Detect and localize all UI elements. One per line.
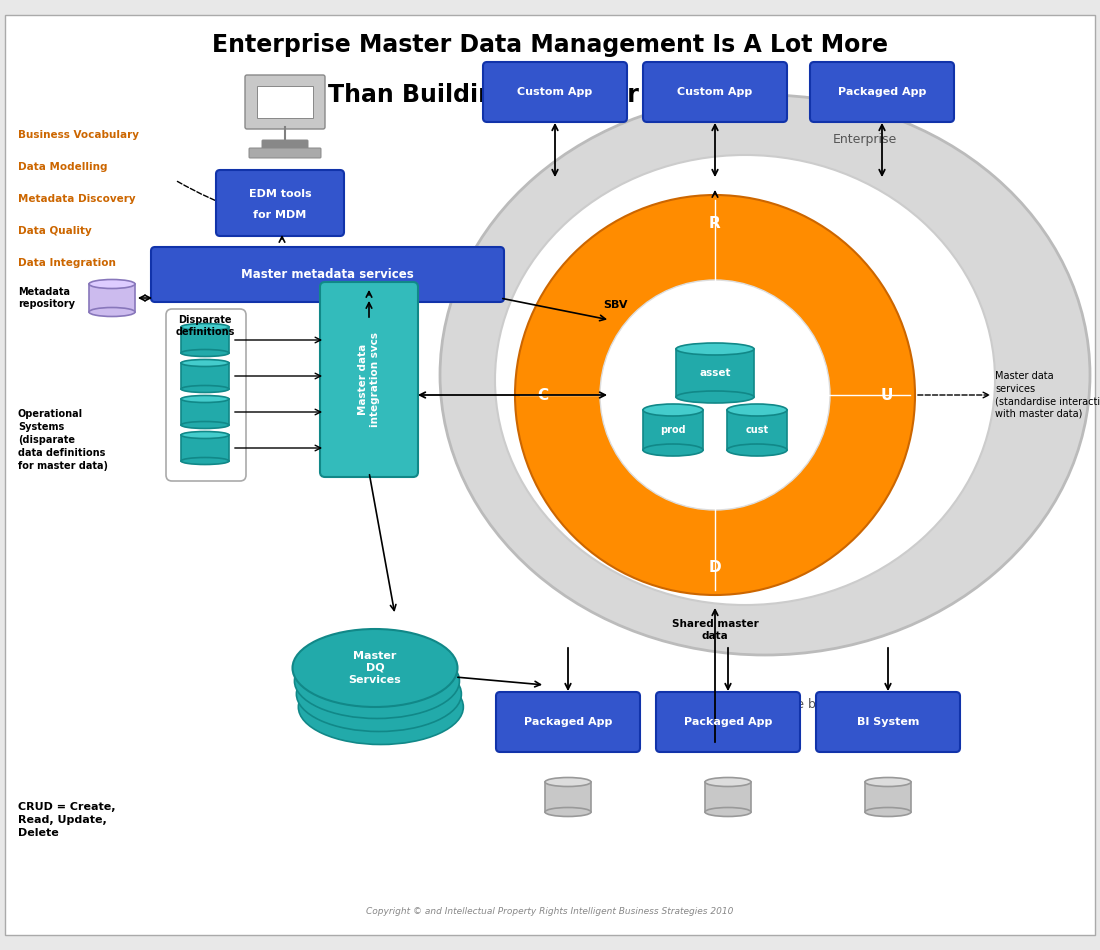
Text: R: R <box>710 216 720 231</box>
Text: Master data
services
(standardise interactions
with master data): Master data services (standardise intera… <box>996 371 1100 419</box>
Ellipse shape <box>295 643 460 718</box>
FancyBboxPatch shape <box>865 782 911 812</box>
Text: Custom App: Custom App <box>517 87 593 97</box>
FancyBboxPatch shape <box>483 62 627 122</box>
FancyBboxPatch shape <box>182 435 229 461</box>
Text: service bus: service bus <box>759 698 830 712</box>
FancyBboxPatch shape <box>496 692 640 752</box>
FancyBboxPatch shape <box>6 15 1094 935</box>
FancyBboxPatch shape <box>245 75 324 129</box>
FancyBboxPatch shape <box>182 327 229 353</box>
Ellipse shape <box>182 324 229 331</box>
Circle shape <box>600 280 830 510</box>
FancyBboxPatch shape <box>705 782 751 812</box>
Ellipse shape <box>293 629 458 707</box>
FancyBboxPatch shape <box>656 692 800 752</box>
Text: Than Building A Master Data Hub: Than Building A Master Data Hub <box>328 83 772 107</box>
Ellipse shape <box>865 777 911 787</box>
Text: cust: cust <box>746 425 769 435</box>
Text: Disparate
definitions: Disparate definitions <box>175 315 234 337</box>
Text: Copyright © and Intellectual Property Rights Intelligent Business Strategies 201: Copyright © and Intellectual Property Ri… <box>366 907 734 917</box>
Text: Metadata
repository: Metadata repository <box>18 287 75 309</box>
Text: U: U <box>881 388 893 403</box>
Text: Master data
integration svcs: Master data integration svcs <box>358 332 381 427</box>
Text: Metadata Discovery: Metadata Discovery <box>18 194 135 204</box>
Ellipse shape <box>89 308 135 316</box>
FancyBboxPatch shape <box>644 62 786 122</box>
Text: Packaged App: Packaged App <box>684 717 772 727</box>
Text: Custom App: Custom App <box>678 87 752 97</box>
FancyBboxPatch shape <box>644 410 703 450</box>
FancyBboxPatch shape <box>182 363 229 389</box>
Ellipse shape <box>182 359 229 367</box>
Text: mappings: mappings <box>323 315 377 325</box>
Ellipse shape <box>182 431 229 439</box>
Ellipse shape <box>440 95 1090 655</box>
Ellipse shape <box>182 386 229 392</box>
FancyBboxPatch shape <box>257 86 314 118</box>
Text: Packaged App: Packaged App <box>838 87 926 97</box>
Text: asset: asset <box>700 368 730 378</box>
Ellipse shape <box>296 656 461 732</box>
Ellipse shape <box>544 808 591 816</box>
Text: Enterprise Master Data Management Is A Lot More: Enterprise Master Data Management Is A L… <box>212 33 888 57</box>
Ellipse shape <box>298 670 463 745</box>
Circle shape <box>515 195 915 595</box>
FancyBboxPatch shape <box>262 140 308 149</box>
Text: SBV: SBV <box>603 300 627 310</box>
Ellipse shape <box>676 391 754 403</box>
FancyBboxPatch shape <box>216 170 344 236</box>
Ellipse shape <box>495 155 996 605</box>
Text: Data Quality: Data Quality <box>18 226 91 236</box>
Ellipse shape <box>182 422 229 428</box>
Ellipse shape <box>705 777 751 787</box>
Ellipse shape <box>727 404 786 416</box>
Text: Shared master
data: Shared master data <box>672 618 758 641</box>
Ellipse shape <box>182 458 229 465</box>
Text: Data Integration: Data Integration <box>18 258 116 268</box>
Ellipse shape <box>676 343 754 355</box>
Text: prod: prod <box>660 425 685 435</box>
Text: C: C <box>538 388 549 403</box>
Ellipse shape <box>705 808 751 816</box>
Text: Data Modelling: Data Modelling <box>18 162 108 172</box>
Ellipse shape <box>182 350 229 356</box>
Ellipse shape <box>182 395 229 403</box>
Ellipse shape <box>727 444 786 456</box>
FancyBboxPatch shape <box>676 349 754 397</box>
Text: Enterprise: Enterprise <box>833 134 898 146</box>
FancyBboxPatch shape <box>182 399 229 425</box>
FancyBboxPatch shape <box>249 148 321 158</box>
FancyBboxPatch shape <box>320 282 418 477</box>
FancyBboxPatch shape <box>151 247 504 302</box>
Text: EDM tools: EDM tools <box>249 189 311 200</box>
Ellipse shape <box>89 279 135 289</box>
Ellipse shape <box>865 808 911 816</box>
Ellipse shape <box>644 444 703 456</box>
Text: CRUD = Create,
Read, Update,
Delete: CRUD = Create, Read, Update, Delete <box>18 802 116 838</box>
Text: Packaged App: Packaged App <box>524 717 613 727</box>
Ellipse shape <box>544 777 591 787</box>
Text: Business Vocabulary: Business Vocabulary <box>18 130 139 140</box>
Text: Master metadata services: Master metadata services <box>241 268 414 281</box>
Text: for MDM: for MDM <box>253 210 307 219</box>
FancyBboxPatch shape <box>89 284 135 312</box>
FancyBboxPatch shape <box>727 410 786 450</box>
FancyBboxPatch shape <box>810 62 954 122</box>
FancyBboxPatch shape <box>816 692 960 752</box>
Text: BI System: BI System <box>857 717 920 727</box>
Text: Master
DQ
Services: Master DQ Services <box>349 652 402 685</box>
Text: Operational
Systems
(disparate
data definitions
for master data): Operational Systems (disparate data defi… <box>18 409 108 470</box>
FancyBboxPatch shape <box>544 782 591 812</box>
Ellipse shape <box>644 404 703 416</box>
Text: D: D <box>708 560 722 575</box>
